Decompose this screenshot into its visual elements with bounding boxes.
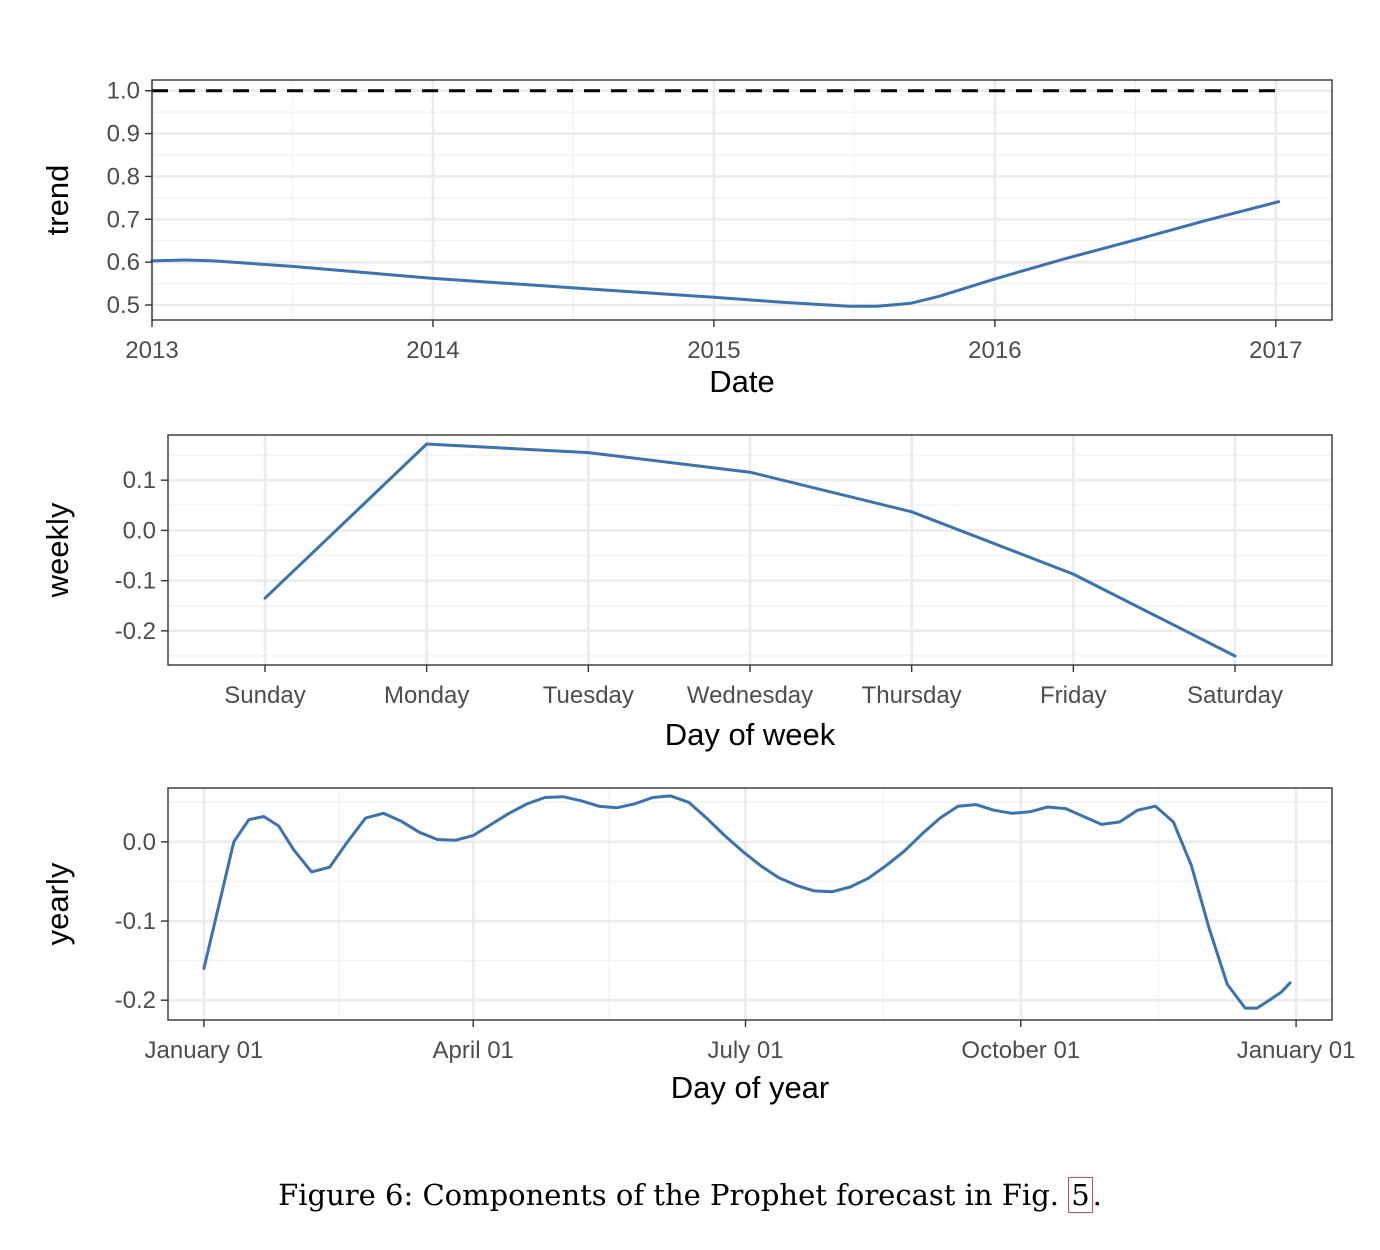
weekly-panel-x-tick-label: Sunday: [224, 682, 305, 709]
caption-text: Figure 6: Components of the Prophet fore…: [278, 1178, 1069, 1212]
yearly-panel-y-axis-title: yearly: [40, 862, 75, 945]
trend-panel-trend-line: [150, 200, 1281, 308]
trend-panel-border: [151, 79, 1333, 321]
trend-panel-y-tick-label: 1.0: [107, 78, 140, 105]
yearly-panel-y-tick-label: -0.1: [115, 908, 156, 935]
weekly-panel-y-tick-label: -0.2: [115, 618, 156, 645]
weekly-panel-x-tick-label: Thursday: [862, 682, 962, 709]
weekly-panel-x-tick-label: Friday: [1040, 682, 1107, 709]
trend-panel-y-tick-label: 0.5: [107, 292, 140, 319]
yearly-panel-border: [167, 787, 1333, 1021]
weekly-panel-x-tick-label: Wednesday: [687, 682, 813, 709]
yearly-panel-yearly-line: [202, 794, 1292, 1010]
yearly-panel-x-tick-label: January 01: [145, 1037, 264, 1064]
yearly-panel-x-tick-label: October 01: [961, 1037, 1080, 1064]
weekly-panel-y-tick-label: 0.0: [123, 517, 156, 544]
trend-panel-x-tick-label: 2015: [687, 337, 740, 364]
figure-reference-link[interactable]: 5: [1068, 1177, 1093, 1213]
trend-panel-x-tick-label: 2013: [125, 337, 178, 364]
trend-panel-y-tick-label: 0.6: [107, 249, 140, 276]
yearly-panel-y-tick-label: 0.0: [123, 829, 156, 856]
weekly-panel-x-tick-label: Saturday: [1187, 682, 1283, 709]
yearly-panel-x-tick-label: January 01: [1237, 1037, 1356, 1064]
trend-panel-y-tick-label: 0.9: [107, 121, 140, 148]
trend-panel-x-tick-label: 2014: [406, 337, 459, 364]
weekly-panel-x-tick-label: Tuesday: [543, 682, 634, 709]
yearly-panel-x-tick-label: July 01: [707, 1037, 783, 1064]
weekly-panel-weekly-line: [263, 442, 1237, 658]
yearly-panel-x-axis-title: Day of year: [671, 1070, 830, 1105]
trend-panel-x-tick-label: 2017: [1249, 337, 1302, 364]
yearly-panel-x-tick-label: April 01: [433, 1037, 514, 1064]
yearly-panel-background: [168, 788, 1332, 1020]
figure-caption: Figure 6: Components of the Prophet fore…: [0, 1177, 1380, 1213]
caption-end: .: [1092, 1178, 1102, 1212]
weekly-panel-y-axis-title: weekly: [40, 502, 75, 598]
weekly-panel-x-tick-label: Monday: [384, 682, 469, 709]
trend-panel-y-tick-label: 0.8: [107, 163, 140, 190]
trend-panel-x-tick-label: 2016: [968, 337, 1021, 364]
trend-panel-x-axis-title: Date: [709, 364, 774, 399]
trend-panel-y-tick-label: 0.7: [107, 206, 140, 233]
trend-panel-y-axis-title: trend: [40, 165, 75, 236]
yearly-panel-y-tick-label: -0.2: [115, 987, 156, 1014]
weekly-panel-x-axis-title: Day of week: [665, 717, 836, 752]
weekly-panel-y-tick-label: -0.1: [115, 568, 156, 595]
weekly-panel-y-tick-label: 0.1: [123, 467, 156, 494]
figure: 0.5 0.6 0.7 0.8 0.9 1.0 2013 2014 2015 2016 2017 Da…: [40, 78, 1356, 1105]
